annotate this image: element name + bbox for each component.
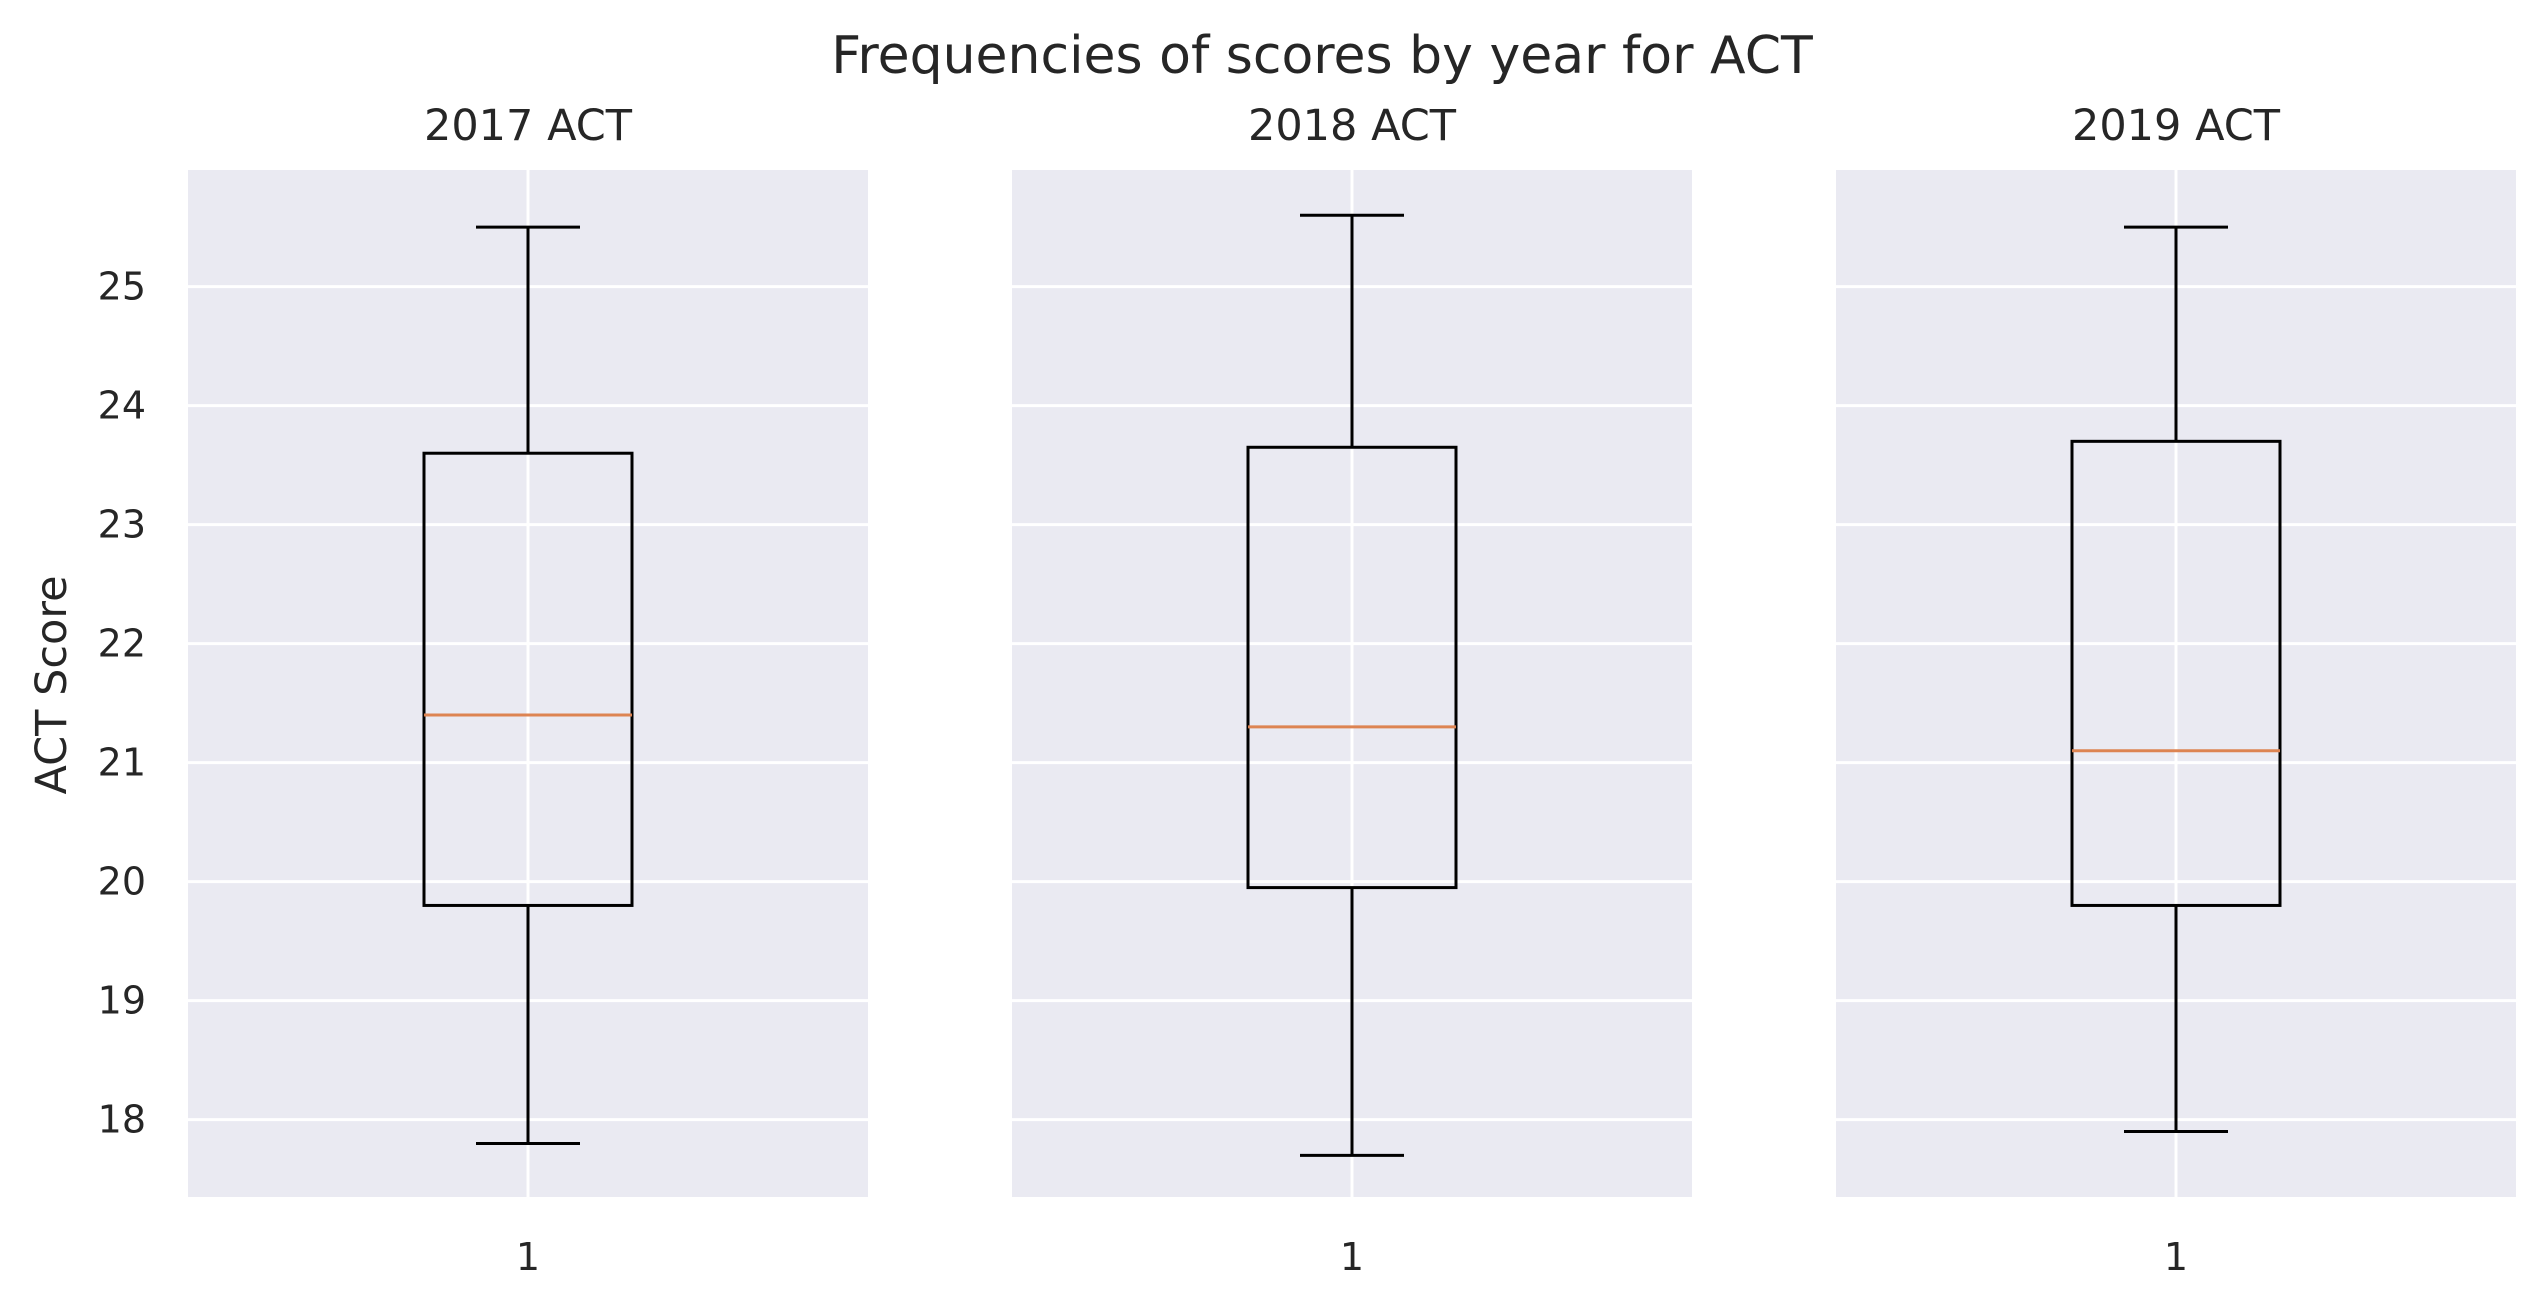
figure-title: Frequencies of scores by year for ACT bbox=[831, 26, 1813, 86]
y-tick-label: 19 bbox=[98, 979, 146, 1023]
y-tick-label: 21 bbox=[98, 741, 146, 785]
y-tick-label: 22 bbox=[98, 622, 146, 666]
iqr-box bbox=[422, 451, 634, 907]
x-tick-label: 1 bbox=[516, 1235, 540, 1279]
y-tick-label: 20 bbox=[98, 860, 146, 904]
panels: 2017 ACT 1 2018 ACT 1 2019 ACT 1 18 19 20 21 22 23 2… bbox=[98, 101, 2516, 1279]
panel-title: 2017 ACT bbox=[424, 101, 633, 151]
y-tick-label: 25 bbox=[98, 265, 146, 309]
x-tick-label: 1 bbox=[1340, 1235, 1364, 1279]
y-tick-label: 18 bbox=[98, 1098, 146, 1142]
y-tick-label: 24 bbox=[98, 384, 146, 428]
panel-title: 2018 ACT bbox=[1248, 101, 1457, 151]
x-tick-label: 1 bbox=[2164, 1235, 2188, 1279]
iqr-box bbox=[2070, 439, 2282, 907]
iqr-box bbox=[1246, 445, 1458, 890]
panel-title: 2019 ACT bbox=[2072, 101, 2281, 151]
y-tick-label: 23 bbox=[98, 503, 146, 547]
y-axis-label: ACT Score bbox=[27, 575, 77, 794]
